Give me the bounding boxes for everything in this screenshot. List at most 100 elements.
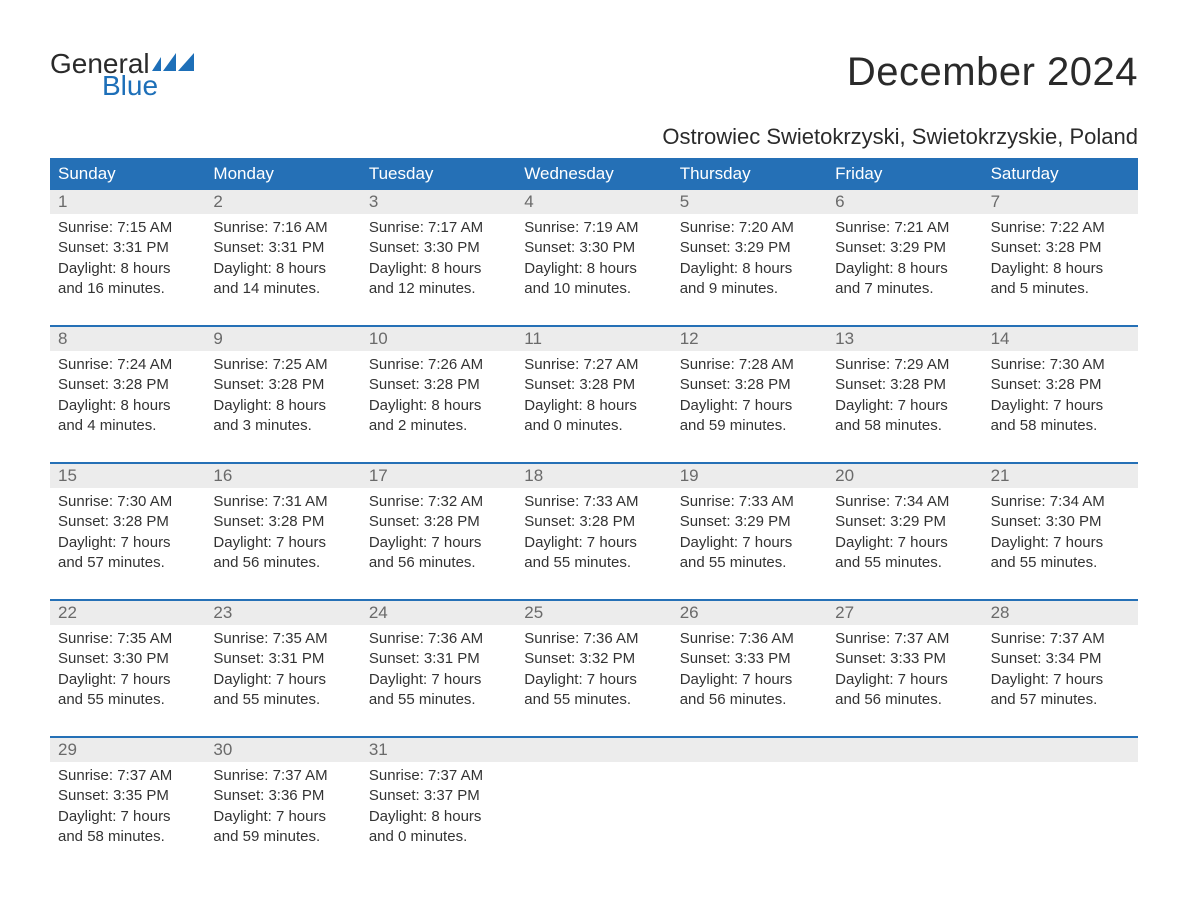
day-cell: Sunrise: 7:30 AMSunset: 3:28 PMDaylight:… xyxy=(50,488,205,573)
sunset-text: Sunset: 3:28 PM xyxy=(369,512,508,532)
day-number: 14 xyxy=(983,327,1138,351)
daylight-hours-text: Daylight: 7 hours xyxy=(213,670,352,690)
daylight-hours-text: Daylight: 7 hours xyxy=(213,533,352,553)
day-cell: Sunrise: 7:30 AMSunset: 3:28 PMDaylight:… xyxy=(983,351,1138,436)
day-number: 15 xyxy=(50,464,205,488)
sunset-text: Sunset: 3:28 PM xyxy=(680,375,819,395)
day-number: 17 xyxy=(361,464,516,488)
sunrise-text: Sunrise: 7:28 AM xyxy=(680,355,819,375)
daylight-minutes-text: and 55 minutes. xyxy=(58,690,197,710)
day-cell xyxy=(672,762,827,847)
day-cell: Sunrise: 7:37 AMSunset: 3:36 PMDaylight:… xyxy=(205,762,360,847)
daynum-row: 293031 xyxy=(50,738,1138,762)
sunset-text: Sunset: 3:28 PM xyxy=(213,375,352,395)
daylight-minutes-text: and 12 minutes. xyxy=(369,279,508,299)
sunset-text: Sunset: 3:33 PM xyxy=(680,649,819,669)
day-cell: Sunrise: 7:17 AMSunset: 3:30 PMDaylight:… xyxy=(361,214,516,299)
dow-friday: Friday xyxy=(827,158,982,190)
day-cell: Sunrise: 7:36 AMSunset: 3:33 PMDaylight:… xyxy=(672,625,827,710)
day-number: 27 xyxy=(827,601,982,625)
sunrise-text: Sunrise: 7:24 AM xyxy=(58,355,197,375)
daylight-minutes-text: and 5 minutes. xyxy=(991,279,1130,299)
week-row: 891011121314Sunrise: 7:24 AMSunset: 3:28… xyxy=(50,325,1138,436)
daylight-minutes-text: and 55 minutes. xyxy=(369,690,508,710)
sunrise-text: Sunrise: 7:37 AM xyxy=(213,766,352,786)
daylight-hours-text: Daylight: 8 hours xyxy=(991,259,1130,279)
sunset-text: Sunset: 3:28 PM xyxy=(835,375,974,395)
sunrise-text: Sunrise: 7:36 AM xyxy=(524,629,663,649)
sunrise-text: Sunrise: 7:25 AM xyxy=(213,355,352,375)
day-cell xyxy=(983,762,1138,847)
day-cell: Sunrise: 7:34 AMSunset: 3:29 PMDaylight:… xyxy=(827,488,982,573)
day-cell: Sunrise: 7:35 AMSunset: 3:30 PMDaylight:… xyxy=(50,625,205,710)
sunrise-text: Sunrise: 7:35 AM xyxy=(58,629,197,649)
location-text: Ostrowiec Swietokrzyski, Swietokrzyskie,… xyxy=(50,124,1138,150)
sunrise-text: Sunrise: 7:34 AM xyxy=(991,492,1130,512)
sunrise-text: Sunrise: 7:35 AM xyxy=(213,629,352,649)
day-number: 16 xyxy=(205,464,360,488)
day-number xyxy=(672,738,827,762)
daylight-minutes-text: and 59 minutes. xyxy=(213,827,352,847)
daylight-minutes-text: and 55 minutes. xyxy=(991,553,1130,573)
day-cell: Sunrise: 7:33 AMSunset: 3:29 PMDaylight:… xyxy=(672,488,827,573)
sunrise-text: Sunrise: 7:22 AM xyxy=(991,218,1130,238)
daylight-hours-text: Daylight: 8 hours xyxy=(680,259,819,279)
sunrise-text: Sunrise: 7:31 AM xyxy=(213,492,352,512)
daylight-minutes-text: and 55 minutes. xyxy=(213,690,352,710)
day-number: 18 xyxy=(516,464,671,488)
day-number: 20 xyxy=(827,464,982,488)
daylight-minutes-text: and 0 minutes. xyxy=(524,416,663,436)
daylight-minutes-text: and 59 minutes. xyxy=(680,416,819,436)
sunset-text: Sunset: 3:36 PM xyxy=(213,786,352,806)
daylight-minutes-text: and 55 minutes. xyxy=(835,553,974,573)
day-cell: Sunrise: 7:24 AMSunset: 3:28 PMDaylight:… xyxy=(50,351,205,436)
sunrise-text: Sunrise: 7:21 AM xyxy=(835,218,974,238)
sunset-text: Sunset: 3:30 PM xyxy=(369,238,508,258)
sunset-text: Sunset: 3:29 PM xyxy=(680,512,819,532)
daylight-minutes-text: and 2 minutes. xyxy=(369,416,508,436)
day-number: 19 xyxy=(672,464,827,488)
day-cell: Sunrise: 7:15 AMSunset: 3:31 PMDaylight:… xyxy=(50,214,205,299)
day-cell: Sunrise: 7:37 AMSunset: 3:34 PMDaylight:… xyxy=(983,625,1138,710)
sunset-text: Sunset: 3:30 PM xyxy=(58,649,197,669)
sunrise-text: Sunrise: 7:37 AM xyxy=(835,629,974,649)
sunset-text: Sunset: 3:30 PM xyxy=(991,512,1130,532)
daylight-hours-text: Daylight: 8 hours xyxy=(58,259,197,279)
daynum-row: 891011121314 xyxy=(50,327,1138,351)
sunset-text: Sunset: 3:31 PM xyxy=(369,649,508,669)
day-cell: Sunrise: 7:22 AMSunset: 3:28 PMDaylight:… xyxy=(983,214,1138,299)
day-number xyxy=(516,738,671,762)
sunset-text: Sunset: 3:28 PM xyxy=(58,375,197,395)
day-number: 1 xyxy=(50,190,205,214)
sunset-text: Sunset: 3:28 PM xyxy=(213,512,352,532)
dow-wednesday: Wednesday xyxy=(516,158,671,190)
day-cell: Sunrise: 7:31 AMSunset: 3:28 PMDaylight:… xyxy=(205,488,360,573)
day-cell: Sunrise: 7:34 AMSunset: 3:30 PMDaylight:… xyxy=(983,488,1138,573)
daylight-hours-text: Daylight: 8 hours xyxy=(524,259,663,279)
daylight-minutes-text: and 7 minutes. xyxy=(835,279,974,299)
sunrise-text: Sunrise: 7:36 AM xyxy=(680,629,819,649)
daylight-hours-text: Daylight: 7 hours xyxy=(680,396,819,416)
daylight-minutes-text: and 57 minutes. xyxy=(58,553,197,573)
page-title: December 2024 xyxy=(847,50,1138,95)
sunrise-text: Sunrise: 7:30 AM xyxy=(991,355,1130,375)
day-cell: Sunrise: 7:33 AMSunset: 3:28 PMDaylight:… xyxy=(516,488,671,573)
logo-text-blue: Blue xyxy=(50,72,194,100)
sunset-text: Sunset: 3:31 PM xyxy=(213,649,352,669)
week-row: 22232425262728Sunrise: 7:35 AMSunset: 3:… xyxy=(50,599,1138,710)
daylight-minutes-text: and 56 minutes. xyxy=(213,553,352,573)
day-number: 8 xyxy=(50,327,205,351)
day-cell: Sunrise: 7:37 AMSunset: 3:33 PMDaylight:… xyxy=(827,625,982,710)
dow-monday: Monday xyxy=(205,158,360,190)
daylight-minutes-text: and 0 minutes. xyxy=(369,827,508,847)
sunrise-text: Sunrise: 7:33 AM xyxy=(524,492,663,512)
daylight-minutes-text: and 57 minutes. xyxy=(991,690,1130,710)
day-number: 5 xyxy=(672,190,827,214)
dow-saturday: Saturday xyxy=(983,158,1138,190)
day-cell: Sunrise: 7:37 AMSunset: 3:35 PMDaylight:… xyxy=(50,762,205,847)
daylight-hours-text: Daylight: 7 hours xyxy=(991,670,1130,690)
day-cell: Sunrise: 7:37 AMSunset: 3:37 PMDaylight:… xyxy=(361,762,516,847)
daylight-hours-text: Daylight: 8 hours xyxy=(524,396,663,416)
day-number: 2 xyxy=(205,190,360,214)
daylight-hours-text: Daylight: 7 hours xyxy=(58,533,197,553)
